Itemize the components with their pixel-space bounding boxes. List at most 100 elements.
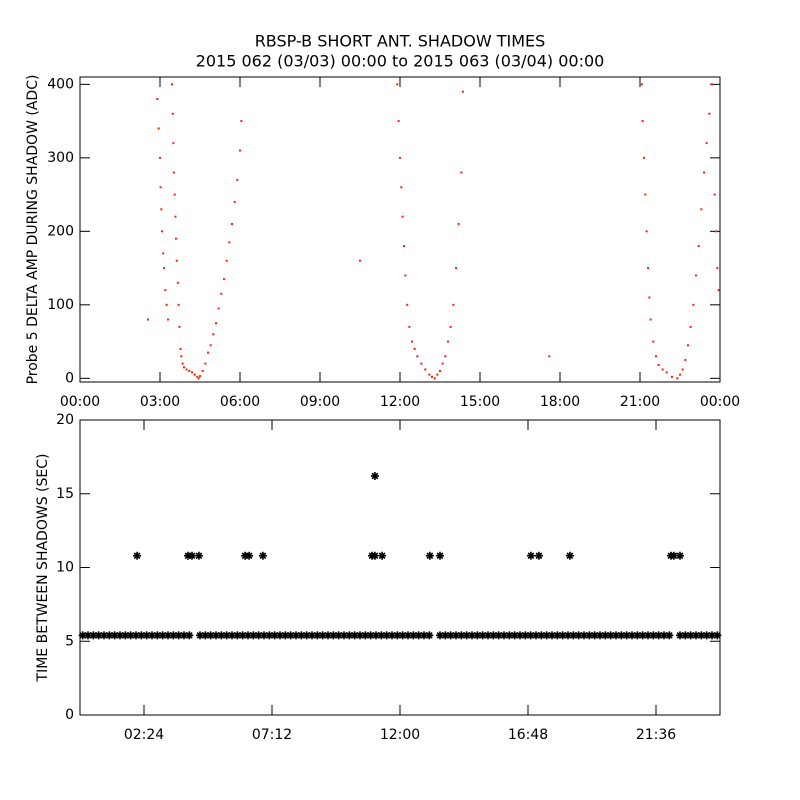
point — [526, 631, 535, 640]
point — [441, 631, 450, 640]
x-tick-label: 09:00 — [300, 394, 340, 410]
point — [244, 631, 252, 640]
point — [553, 631, 562, 640]
point — [167, 318, 169, 321]
point — [542, 631, 551, 640]
point — [281, 631, 290, 640]
point — [377, 631, 386, 640]
point — [105, 631, 114, 640]
point — [318, 631, 327, 640]
point — [612, 631, 620, 640]
point — [521, 631, 530, 640]
point — [404, 631, 412, 640]
point — [403, 245, 405, 248]
point — [183, 366, 185, 369]
point — [180, 355, 183, 358]
point — [708, 112, 711, 115]
point — [350, 631, 359, 640]
point — [260, 631, 268, 640]
point — [84, 631, 92, 640]
point — [409, 631, 418, 640]
point — [703, 171, 705, 174]
point — [204, 362, 207, 365]
point — [156, 98, 159, 101]
y-tick-label: 10 — [56, 560, 74, 576]
point — [233, 200, 236, 203]
point — [382, 631, 391, 640]
point — [329, 631, 338, 640]
x-tick-label: 18:00 — [540, 394, 580, 410]
point — [692, 303, 695, 306]
point — [628, 631, 636, 640]
x-tick-label: 15:00 — [460, 394, 500, 410]
point — [201, 631, 210, 640]
point — [404, 274, 407, 277]
point — [408, 325, 411, 328]
point — [695, 274, 697, 277]
point — [684, 358, 687, 361]
x-tick-label: 16:48 — [508, 727, 548, 743]
point — [196, 631, 204, 640]
point — [413, 347, 416, 350]
point — [159, 156, 161, 159]
point — [436, 631, 444, 640]
x-tick-label: 00:00 — [700, 394, 740, 410]
point — [238, 631, 247, 640]
x-tick-label: 03:00 — [140, 394, 180, 410]
point — [308, 631, 316, 640]
point — [643, 156, 645, 159]
point — [178, 325, 181, 328]
point — [398, 631, 407, 640]
point — [447, 340, 449, 343]
point — [177, 303, 180, 306]
point — [665, 631, 674, 640]
point — [510, 631, 519, 640]
point — [199, 375, 201, 378]
point — [649, 631, 658, 640]
point — [460, 171, 463, 174]
point — [644, 631, 652, 640]
point — [697, 631, 706, 640]
point — [436, 551, 444, 560]
point — [163, 267, 165, 270]
point — [494, 631, 503, 640]
point — [647, 267, 649, 270]
point — [212, 333, 215, 336]
point — [580, 631, 588, 640]
point — [223, 278, 225, 281]
point — [258, 551, 267, 560]
point — [462, 631, 471, 640]
point — [606, 631, 615, 640]
point — [692, 631, 700, 640]
point — [633, 631, 642, 640]
point — [158, 631, 167, 640]
x-tick-label: 12:00 — [380, 394, 420, 410]
point — [676, 551, 684, 560]
x-tick-label: 21:00 — [620, 394, 660, 410]
point — [169, 631, 178, 640]
point — [176, 281, 179, 284]
point — [302, 631, 311, 640]
point — [245, 551, 254, 560]
x-tick-label: 06:00 — [220, 394, 260, 410]
point — [700, 208, 703, 211]
point — [378, 551, 387, 560]
point — [452, 631, 460, 640]
point — [207, 351, 209, 354]
point — [165, 303, 168, 306]
point — [147, 318, 149, 321]
point — [171, 83, 173, 86]
point — [188, 369, 191, 372]
point — [180, 631, 188, 640]
y-tick-label: 400 — [47, 76, 74, 92]
point — [569, 631, 578, 640]
point — [669, 551, 678, 560]
point — [574, 631, 583, 640]
point — [534, 551, 543, 560]
point — [414, 631, 423, 640]
point — [231, 222, 233, 225]
point — [455, 267, 457, 270]
point — [676, 631, 684, 640]
point — [702, 631, 711, 640]
